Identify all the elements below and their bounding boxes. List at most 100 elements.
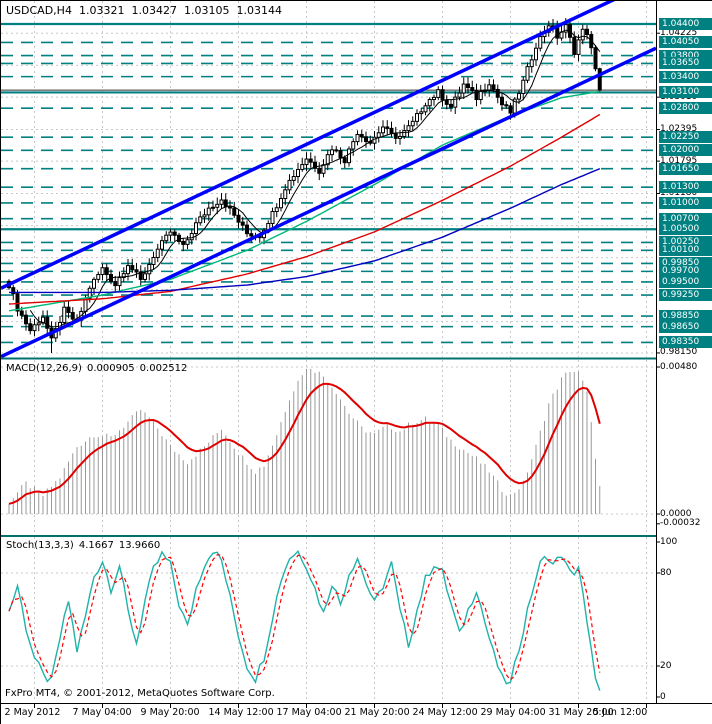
candle-body [563, 24, 568, 33]
price-grid-label: 0.98150 [660, 347, 698, 358]
candle-body [245, 224, 249, 235]
price-level-badge: 1.03400 [659, 70, 712, 83]
price-grid-label: 1.04225 [660, 27, 698, 38]
candle-body [419, 111, 424, 115]
candle-body [202, 214, 207, 218]
price-level-badge: 1.04400 [659, 18, 712, 30]
candle-body [393, 133, 398, 139]
candle-body [491, 84, 496, 90]
candle-body [495, 88, 500, 98]
candle-body [457, 92, 462, 98]
stoch-scale-label: 0 [660, 691, 666, 702]
ohlc-close: 1.03144 [236, 4, 282, 17]
chart-title: USDCAD,H4 1.03321 1.03427 1.03105 1.03144 [6, 4, 289, 17]
candle-body [96, 274, 101, 280]
candle-body [325, 154, 330, 166]
candle-body [19, 310, 24, 316]
candle-body [555, 27, 560, 39]
time-axis-label: 7 May 04:00 [72, 707, 132, 718]
candle-body [151, 256, 156, 266]
candle-body [215, 203, 220, 208]
candle-body [36, 322, 41, 326]
candle-body [206, 207, 211, 216]
price-level-badge: 0.99500 [659, 275, 712, 288]
price-level-badge: 1.01650 [659, 162, 712, 175]
macd-label: MACD(12,26,9) [6, 363, 82, 374]
candle-body [529, 59, 534, 68]
trend-channel-lower-line [1, 46, 657, 359]
macd-value: 0.000905 [86, 363, 135, 374]
candle-body [211, 206, 215, 209]
candle-body [283, 189, 288, 200]
candle-body [321, 164, 326, 174]
candle-body [24, 314, 28, 325]
macd-signal-line [8, 382, 601, 505]
candle-body [291, 176, 296, 181]
candle-body [126, 265, 130, 275]
candle-body [296, 168, 300, 178]
price-level-badge: 0.98650 [659, 320, 712, 333]
candle-body [160, 240, 164, 250]
candle-body [338, 150, 343, 159]
candle-body [334, 149, 339, 152]
candle-body [270, 211, 275, 224]
stoch-d-line [8, 554, 601, 681]
candle-body [198, 216, 203, 224]
candle-body [32, 324, 37, 332]
stoch-scale-label: 100 [660, 536, 678, 547]
candle-body [308, 158, 313, 163]
candle-body [11, 287, 16, 295]
price-level-badge: 1.00100 [659, 244, 712, 257]
candle-body [304, 158, 309, 166]
macd-scale-label: 0.0000 [660, 508, 692, 519]
price-grid-label: 1.02395 [660, 124, 698, 135]
trend-channel-upper-line [1, 1, 616, 290]
price-level-badge: 0.99250 [659, 289, 712, 302]
time-axis-label: 24 May 12:00 [412, 707, 478, 718]
candle-body [66, 306, 71, 314]
candle-body [534, 47, 538, 61]
candle-body [130, 265, 135, 271]
candle-body [219, 199, 224, 205]
candle-body [436, 89, 441, 98]
candle-body [117, 277, 122, 287]
stochastic-indicator-header: Stoch(13,3,3) 4.1667 13.9660 [6, 540, 165, 551]
price-level-badge: 1.00700 [659, 212, 712, 225]
price-level-badge: 1.01000 [659, 196, 712, 209]
ohlc-high: 1.03427 [131, 4, 177, 17]
candle-body [402, 130, 407, 137]
stoch-k-line [8, 549, 601, 691]
macd-signal-value: 0.002512 [139, 363, 188, 374]
candle-body [15, 293, 20, 312]
candle-body [517, 93, 521, 100]
ohlc-open: 1.03321 [78, 4, 125, 17]
candle-body [427, 99, 432, 107]
ma-red-line [8, 113, 601, 305]
price-level-badge: 1.03650 [659, 57, 712, 70]
candle-body [572, 36, 577, 55]
candle-body [406, 125, 411, 132]
candle-body [521, 79, 526, 95]
time-axis-label: 2 May 2012 [4, 707, 61, 718]
candle-body [538, 36, 543, 49]
candle-body [593, 47, 598, 70]
candle-body [194, 222, 198, 235]
candle-body [28, 323, 33, 332]
stoch-scale-label: 20 [660, 660, 672, 671]
candle-body [389, 127, 394, 135]
candle-body [240, 221, 245, 226]
candle-body [372, 136, 377, 144]
candle-body [487, 84, 492, 91]
price-level-badge: 1.04050 [659, 36, 712, 49]
candle-body [398, 135, 402, 139]
candle-body [279, 198, 283, 209]
candle-body [500, 96, 504, 106]
candle-body [597, 68, 602, 91]
candle-body [287, 179, 292, 191]
candle-body [189, 233, 194, 241]
candle-body [470, 87, 475, 91]
time-axis-label: 29 May 04:00 [480, 707, 546, 718]
candle-body [376, 132, 381, 138]
candle-body [423, 105, 428, 113]
